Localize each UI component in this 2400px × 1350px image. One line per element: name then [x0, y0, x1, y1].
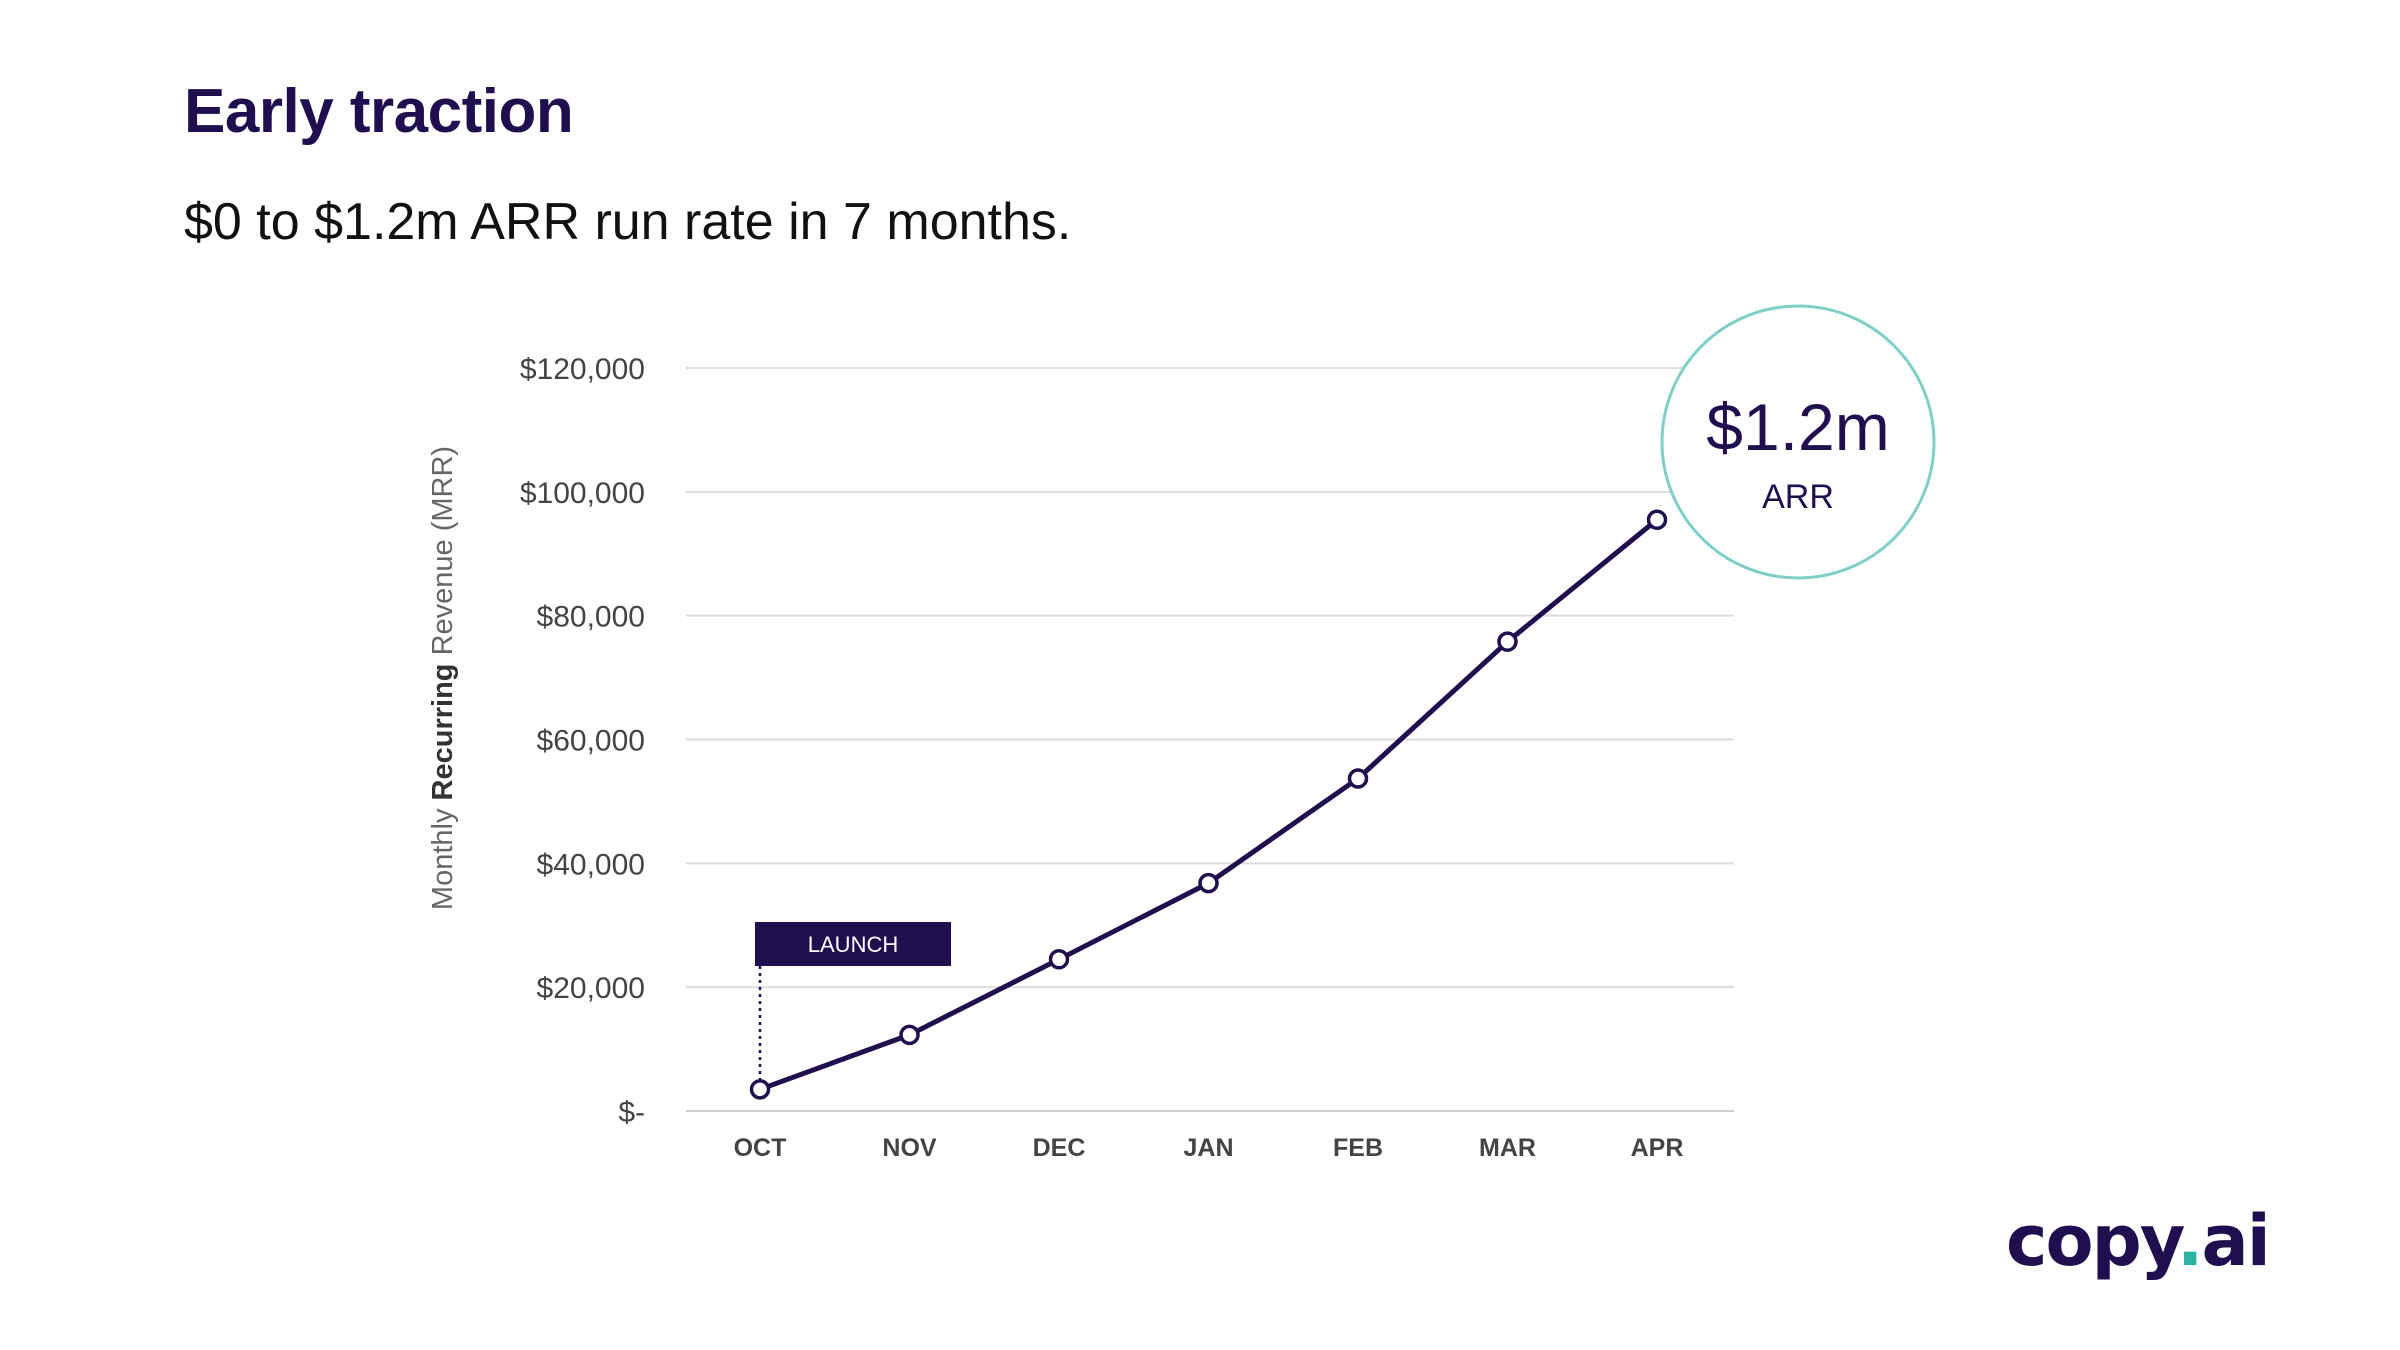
logo-suffix: ai	[2201, 1200, 2271, 1282]
slide-subtitle: $0 to $1.2m ARR run rate in 7 months.	[184, 193, 1072, 251]
y-tick-label: $100,000	[520, 477, 645, 510]
logo-dot: .	[2176, 1200, 2204, 1282]
y-tick-label: $60,000	[537, 725, 645, 758]
data-point	[1347, 768, 1369, 789]
x-tick-label: FEB	[1333, 1134, 1383, 1162]
arr-callout-circle	[1660, 304, 1936, 580]
y-tick-label: $40,000	[537, 848, 645, 881]
arr-callout-label: ARR	[1762, 478, 1834, 516]
logo-name: copy	[2006, 1200, 2179, 1282]
svg-text:Monthly Recurring Revenue (MRR: Monthly Recurring Revenue (MRR)	[427, 446, 459, 910]
x-tick-label: MAR	[1479, 1134, 1536, 1162]
y-axis-title: Monthly Recurring Revenue (MRR)	[427, 446, 459, 910]
y-tick-label: $20,000	[537, 972, 645, 1005]
y-axis-title-light-2: Revenue (MRR)	[427, 446, 459, 664]
x-tick-label: DEC	[1033, 1134, 1086, 1162]
data-point	[899, 1024, 920, 1046]
x-tick-label: OCT	[734, 1134, 787, 1162]
data-point	[1048, 949, 1070, 970]
y-tick-labels: $- $20,000 $40,000 $60,000 $80,000 $100,000 $1…	[520, 353, 645, 1129]
mrr-series	[749, 509, 1668, 1100]
copy-ai-logo: copy.ai	[2006, 1200, 2271, 1282]
launch-label: LAUNCH	[808, 932, 898, 957]
data-point	[749, 1079, 771, 1100]
x-tick-label: APR	[1631, 1134, 1684, 1162]
y-tick-label: $120,000	[520, 353, 645, 386]
x-tick-label: NOV	[882, 1134, 937, 1162]
data-point	[1198, 872, 1219, 894]
y-tick-label: $80,000	[537, 601, 645, 634]
y-axis-title-bold: Recurring	[427, 663, 459, 800]
y-axis-title-light-1: Monthly	[427, 800, 459, 910]
arr-callout-value: $1.2m	[1706, 390, 1889, 464]
launch-annotation: LAUNCH	[755, 922, 951, 1090]
y-tick-label: $-	[618, 1096, 645, 1129]
mrr-series-line	[757, 517, 1660, 1092]
launch-box	[755, 922, 951, 966]
x-tick-label: JAN	[1183, 1134, 1233, 1162]
slide-title: Early traction	[184, 77, 574, 146]
data-point	[1646, 509, 1668, 530]
data-point	[1497, 631, 1518, 652]
arr-callout: $1.2m ARR	[1660, 304, 1936, 580]
x-tick-labels: OCT NOV DEC JAN FEB MAR APR	[734, 1134, 1684, 1162]
gridlines	[686, 367, 1734, 1112]
